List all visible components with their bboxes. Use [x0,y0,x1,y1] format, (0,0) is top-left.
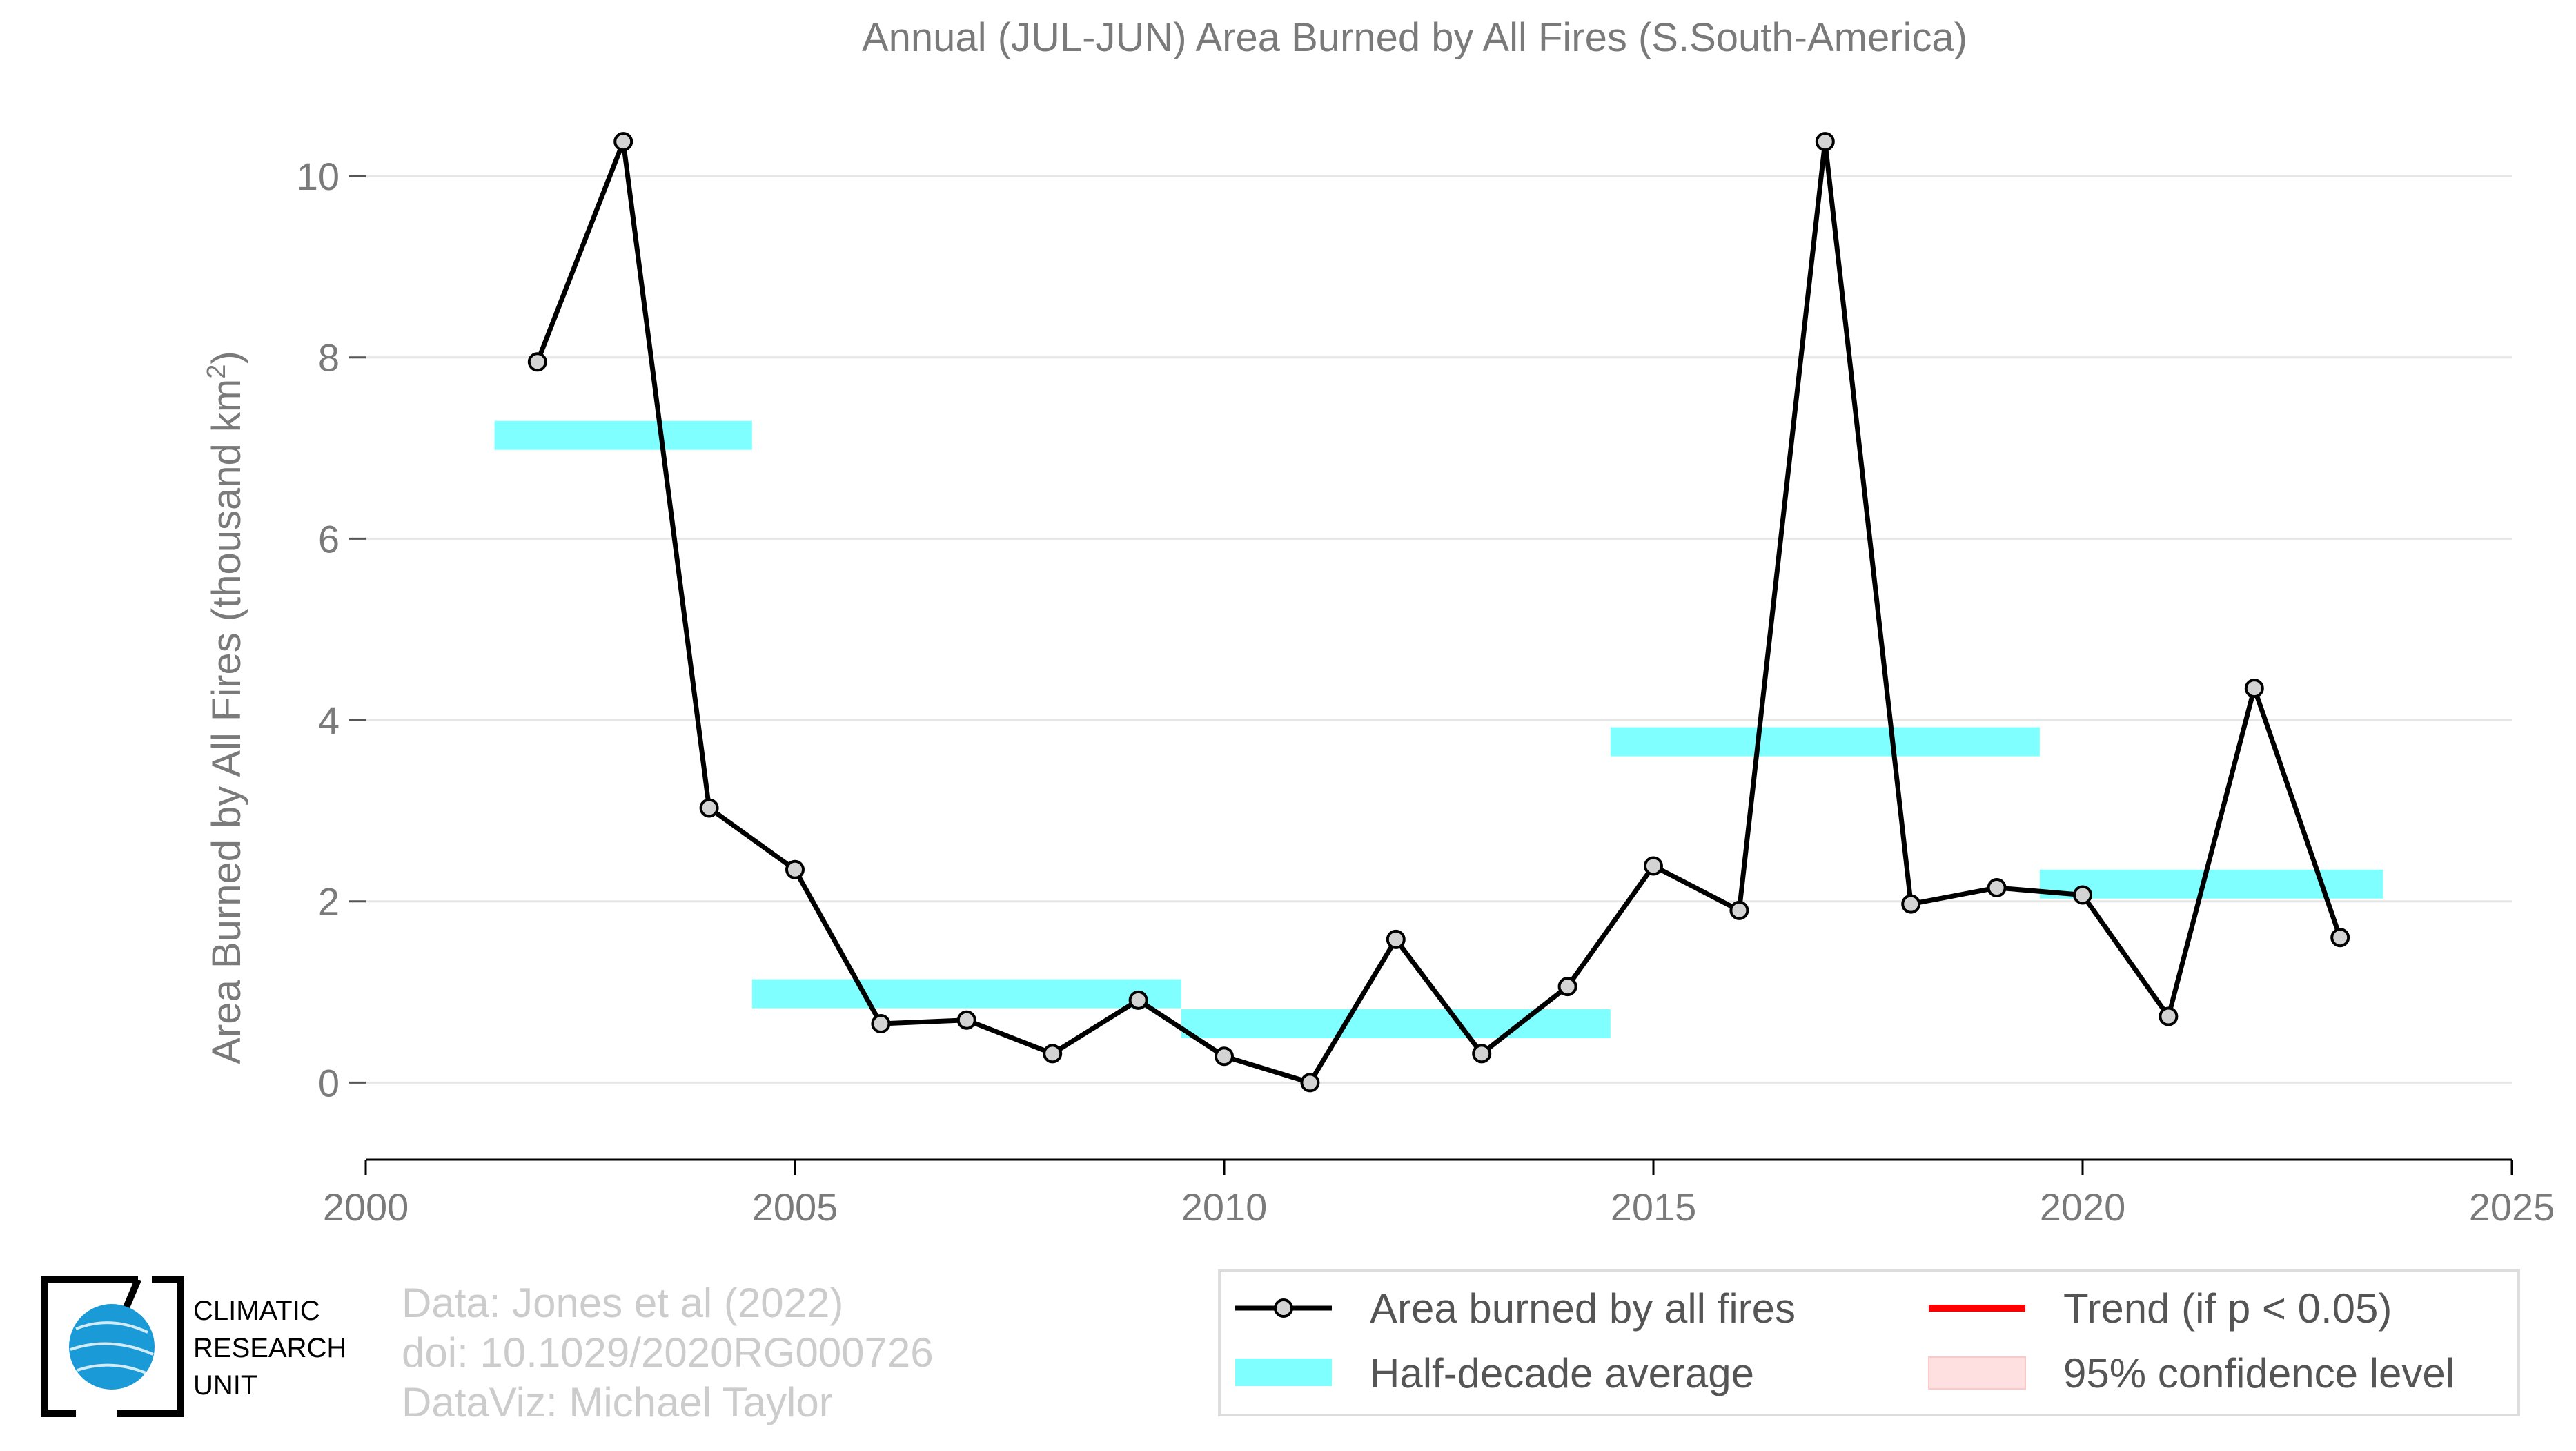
legend: Area burned by all fires Trend (if p < 0… [1218,1269,2520,1416]
y-tick-label-4: 4 [318,699,340,742]
legend-label-half-decade: Half-decade average [1370,1350,1754,1396]
legend-marker-swatch [1274,1298,1293,1318]
logo-text-research: RESEARCH [193,1333,346,1363]
logo-text-unit: UNIT [193,1370,257,1401]
y-tick-label-2: 2 [318,880,340,924]
data-point-2010 [1215,1046,1234,1067]
data-point-2020 [2073,885,2092,905]
legend-frame [1218,1269,2520,1416]
data-point-2014 [1557,977,1577,997]
data-point-2013 [1472,1044,1492,1064]
y-tick-label-6: 6 [318,517,340,561]
logo-text-climatic: CLIMATIC [193,1296,320,1326]
x-tick-label-2010: 2010 [1181,1185,1268,1229]
series-area-burned [527,132,2350,1093]
data-point-2015 [1644,856,1663,876]
data-point-2021 [2159,1006,2179,1026]
chart-title: Annual (JUL-JUN) Area Burned by All Fire… [862,15,1967,60]
x-tick-label-2005: 2005 [752,1185,838,1229]
y-tick-label-0: 0 [318,1061,340,1104]
half-decade-average-bars [494,420,2383,1039]
data-point-2019 [1987,878,2007,898]
data-point-2005 [785,859,805,879]
x-tick-label-2000: 2000 [323,1185,409,1229]
credit-doi: doi: 10.1029/2020RG000726 [402,1330,934,1376]
half-decade-bar-3 [1610,727,2040,757]
data-point-2012 [1386,929,1406,949]
x-tick-label-2025: 2025 [2469,1185,2555,1229]
gridlines [366,175,2512,1084]
data-point-2018 [1901,894,1921,914]
half-decade-bar-1 [751,979,1181,1009]
data-point-2022 [2244,679,2264,699]
cru-logo: CLIMATIC RESEARCH UNIT [41,1276,346,1417]
half-decade-bar-0 [494,420,752,450]
credit-dataviz: DataViz: Michael Taylor [402,1379,833,1425]
y-axis-label: Area Burned by All Fires (thousand km2) [202,351,249,1064]
credits: Data: Jones et al (2022) doi: 10.1029/20… [402,1280,934,1425]
legend-label-ci: 95% confidence level [2063,1350,2455,1396]
data-point-2003 [613,132,633,152]
credit-data: Data: Jones et al (2022) [402,1280,843,1326]
data-point-2017 [1815,132,1835,152]
data-point-2004 [699,798,719,818]
data-point-2007 [956,1010,976,1030]
legend-label-trend: Trend (if p < 0.05) [2063,1285,2392,1332]
data-point-2023 [2330,928,2350,948]
half-decade-bar-2 [1181,1009,1611,1039]
data-point-2011 [1300,1073,1320,1093]
legend-ci-swatch [1928,1356,2026,1390]
globe-lines [70,1321,154,1375]
series-line [535,139,2343,1085]
data-point-2008 [1043,1044,1063,1064]
data-point-2016 [1729,900,1749,920]
data-point-2002 [527,352,547,372]
data-point-2006 [871,1014,891,1034]
x-tick-label-2015: 2015 [1611,1185,1697,1229]
axes: 0 2 4 6 8 10 2000 2005 2010 2015 2020 2025 [297,155,2555,1229]
y-tick-label-8: 8 [318,336,340,380]
data-point-2009 [1128,990,1148,1010]
legend-label-area-burned: Area burned by all fires [1370,1285,1796,1332]
x-tick-label-2020: 2020 [2040,1185,2126,1229]
y-tick-label-10: 10 [297,155,340,198]
legend-avg-swatch [1235,1359,1332,1386]
